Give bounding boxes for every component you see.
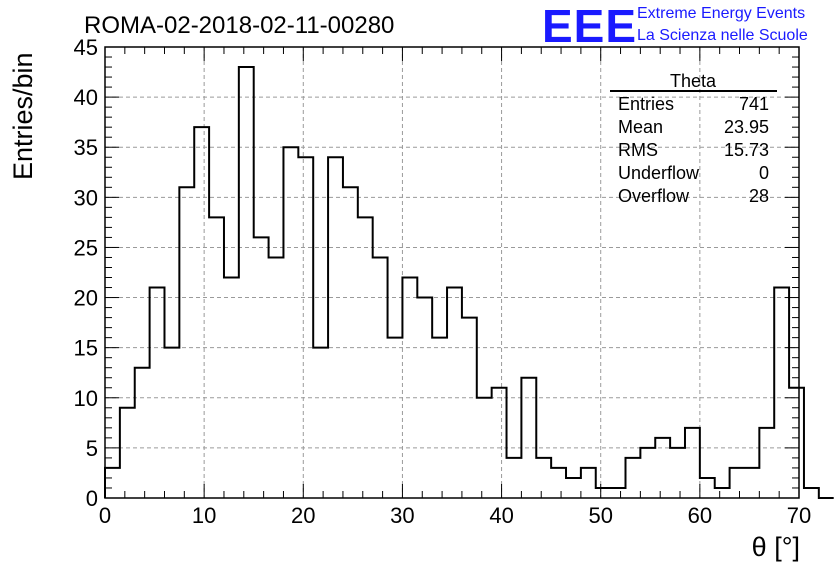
stats-value-underflow: 0 bbox=[759, 163, 769, 183]
y-tick-labels: 0 5 10 15 20 25 30 35 40 45 bbox=[74, 35, 98, 511]
y-tick-label: 45 bbox=[74, 35, 98, 60]
eee-logo-line2: La Scienza nelle Scuole bbox=[637, 27, 808, 44]
y-tick-label: 15 bbox=[74, 336, 98, 361]
stats-label-mean: Mean bbox=[618, 117, 663, 137]
stats-label-underflow: Underflow bbox=[618, 163, 700, 183]
eee-logo-mark: EEE bbox=[542, 0, 637, 52]
y-tick-label: 40 bbox=[74, 85, 98, 110]
x-tick-label: 60 bbox=[688, 503, 712, 528]
x-tick-label: 40 bbox=[489, 503, 513, 528]
plot-frame bbox=[104, 46, 800, 499]
stats-title: Theta bbox=[670, 71, 717, 91]
y-tick-label: 20 bbox=[74, 286, 98, 311]
x-tick-label: 20 bbox=[291, 503, 315, 528]
grid bbox=[105, 47, 799, 498]
histogram-line bbox=[104, 66, 834, 499]
stats-value-entries: 741 bbox=[739, 94, 769, 114]
x-axis-label: θ [°] bbox=[752, 532, 800, 562]
stats-label-rms: RMS bbox=[618, 140, 658, 160]
y-tick-label: 0 bbox=[86, 486, 98, 511]
y-tick-label: 25 bbox=[74, 235, 98, 260]
stats-value-rms: 15.73 bbox=[724, 140, 769, 160]
x-tick-label: 10 bbox=[192, 503, 216, 528]
stats-box: Theta Entries 741 Mean 23.95 RMS 15.73 U… bbox=[610, 71, 777, 206]
y-tick-label: 5 bbox=[86, 436, 98, 461]
y-tick-label: 10 bbox=[74, 386, 98, 411]
x-tick-label: 30 bbox=[390, 503, 414, 528]
y-tick-label: 30 bbox=[74, 185, 98, 210]
y-tick-label: 35 bbox=[74, 135, 98, 160]
stats-label-entries: Entries bbox=[618, 94, 674, 114]
x-tick-label: 70 bbox=[787, 503, 811, 528]
stats-label-overflow: Overflow bbox=[618, 186, 690, 206]
x-tick-label: 0 bbox=[99, 503, 111, 528]
x-tick-labels: 0 10 20 30 40 50 60 70 bbox=[99, 503, 811, 528]
stats-value-mean: 23.95 bbox=[724, 117, 769, 137]
stats-value-overflow: 28 bbox=[749, 186, 769, 206]
chart-title: ROMA-02-2018-02-11-00280 bbox=[84, 12, 394, 39]
x-tick-label: 50 bbox=[588, 503, 612, 528]
eee-logo-line1: Extreme Energy Events bbox=[637, 5, 805, 22]
y-axis-label: Entries/bin bbox=[8, 52, 38, 180]
eee-logo: EEE Extreme Energy Events La Scienza nel… bbox=[542, 0, 808, 52]
axis-ticks bbox=[104, 46, 800, 499]
